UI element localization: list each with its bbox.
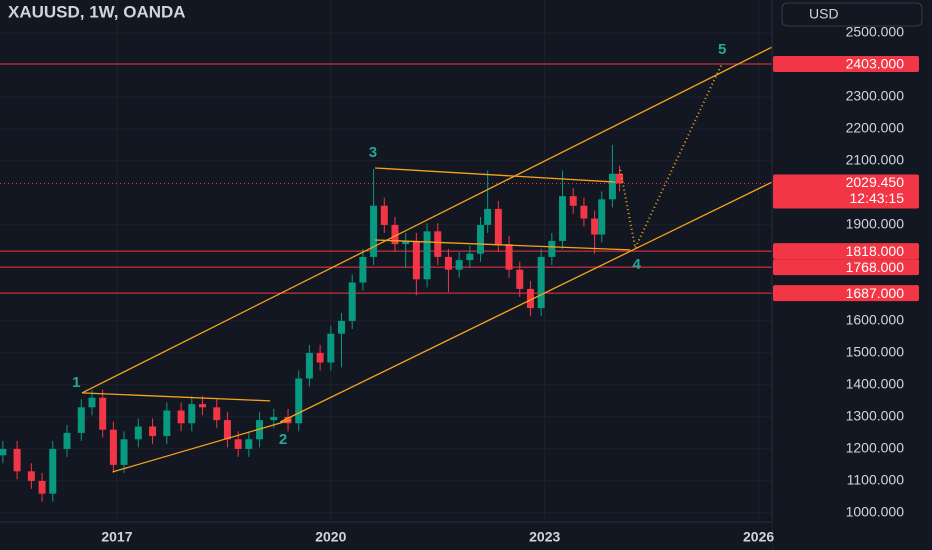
candle-body [580,205,588,219]
candle-body [99,397,107,430]
candle-body [434,231,442,257]
y-tick-label: 2500.000 [846,24,905,40]
candle-body [149,426,157,437]
y-tick-label: 1200.000 [846,440,905,456]
candle-body [223,420,231,440]
level-label: 1768.000 [846,259,905,275]
level-badge [773,285,919,302]
level-badge [773,55,919,72]
candle-body [0,448,7,456]
candle-body [245,439,253,449]
candle-body [213,407,221,421]
time-axis [0,522,772,550]
candle-body [234,439,242,449]
trendline [81,392,271,402]
candle-body [569,196,577,206]
trendline [374,239,631,251]
candle-body [77,407,85,433]
candle-body [134,426,142,440]
level-label: 2403.000 [846,56,905,72]
candle-body [466,253,474,261]
candle-body [120,439,128,465]
y-tick-label: 2200.000 [846,120,905,136]
last-price-label: 2029.450 [846,174,905,190]
candle-body [423,231,431,280]
candle-body [27,471,35,481]
candle-body [494,208,502,245]
countdown-label: 12:43:15 [850,190,905,206]
candle-body [537,256,545,309]
y-tick-label: 2100.000 [846,152,905,168]
trendline [81,46,773,394]
axes: 2500.000 2300.000 2200.000 2100.000 1900.000… [101,24,919,545]
candle-body [484,208,492,225]
wave-label: 1 [72,374,80,391]
candle-body [412,240,420,280]
candle-body [305,352,313,379]
candle-body [198,404,206,408]
currency-button[interactable] [781,2,923,27]
wave-label: 3 [369,144,377,161]
x-tick-label: 2017 [101,529,132,545]
y-tick-label: 1000.000 [846,504,905,520]
candle-body [548,240,556,257]
x-tick-label: 2023 [529,529,560,545]
candle-body [295,378,303,424]
candle-body [327,333,335,363]
level-badge [773,243,919,260]
y-tick-label: 1500.000 [846,344,905,360]
candle-body [616,173,624,184]
candle-body [109,429,117,465]
candle-body [608,173,616,200]
y-tick-label: 1900.000 [846,216,905,232]
candle-body [591,218,599,235]
y-tick-label: 1400.000 [846,376,905,392]
candle-body [49,448,57,494]
candle-body [391,224,399,245]
y-tick-label: 1600.000 [846,312,905,328]
candle-body [63,432,71,449]
candle-body [270,416,278,421]
candle-body [316,352,324,363]
candle-body [163,410,171,437]
last-price-badge [773,174,919,209]
y-tick-label: 1300.000 [846,408,905,424]
x-tick-label: 2026 [743,529,774,545]
candle-body [13,448,21,472]
candle-body [526,288,534,309]
candle-body [455,260,463,270]
currency-label[interactable]: USD [809,6,839,22]
candle-body [359,256,367,283]
candle-body [598,199,606,235]
trendline [112,419,291,473]
plot-area: 1 2 3 4 5 [0,0,773,522]
candle-body [88,397,96,408]
candle-body [380,205,388,225]
chart-title: XAUUSD, 1W, OANDA [8,2,186,21]
y-tick-label: 1100.000 [847,472,905,488]
candle-body [370,205,378,257]
candle-body [177,410,185,424]
candle-body [188,404,196,424]
level-label: 1687.000 [846,285,905,301]
candle-body [516,269,524,289]
level-badge [773,259,919,276]
x-tick-label: 2020 [315,529,346,545]
level-label: 1818.000 [846,243,905,259]
wave-label: 5 [718,41,726,58]
trendline [374,167,616,183]
candle-body [402,240,410,245]
candle-body [348,282,356,321]
y-tick-label: 2300.000 [846,88,905,104]
wave-label: 4 [633,256,642,273]
candle-body [559,196,567,241]
candle-body [444,256,452,270]
candle-body [477,224,485,254]
trendline [279,181,773,423]
wave-label: 2 [279,431,287,448]
candle-body [38,480,46,494]
candle-body [505,244,513,270]
candle-body [338,320,346,334]
